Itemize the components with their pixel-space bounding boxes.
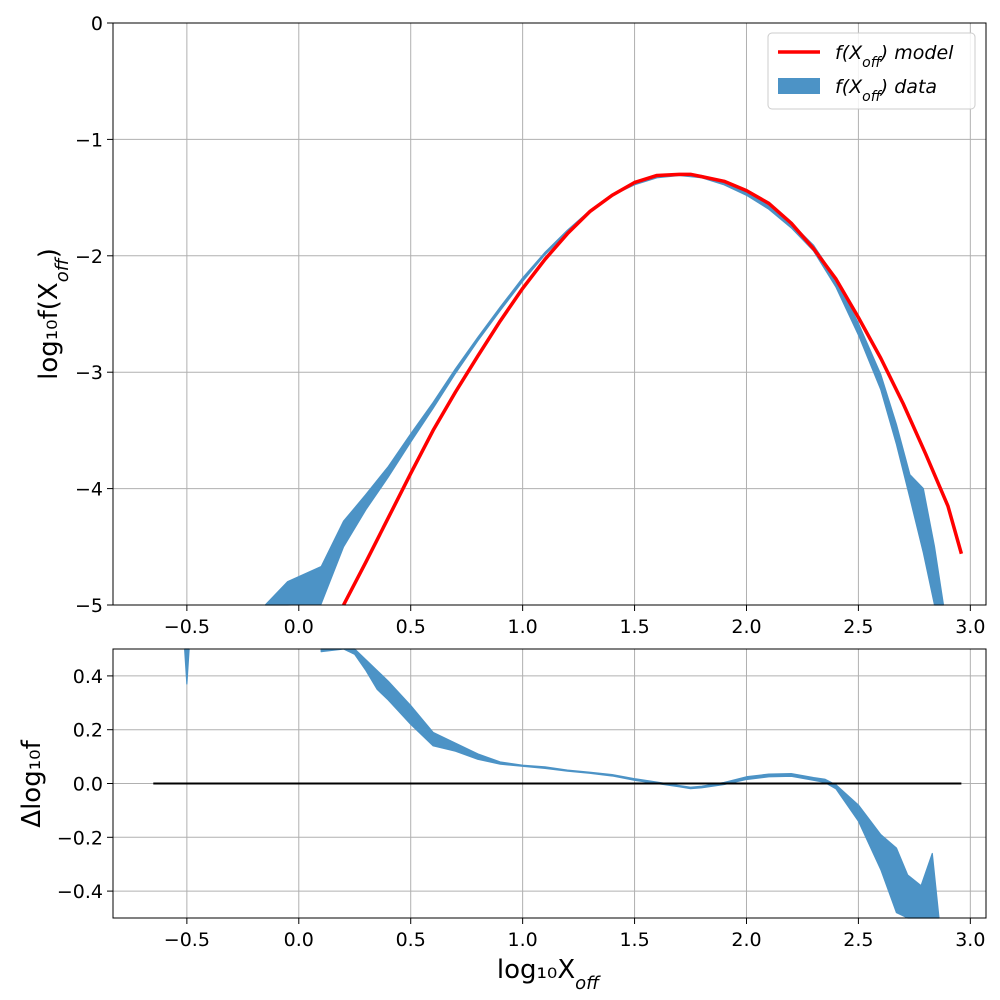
residual-x-tick-label: 2.5 (843, 929, 873, 951)
main-x-tick-label: 0.0 (284, 616, 314, 638)
main-y-tick-label: −1 (75, 129, 103, 151)
residual-y-ticks: 0.4 0.2 0.0 −0.2 −0.4 (57, 666, 113, 903)
main-y-ticks: 0 −1 −2 −3 −4 −5 (75, 13, 113, 617)
legend-data-swatch (778, 78, 820, 94)
main-y-tick-label: −5 (75, 595, 103, 617)
residual-x-tick-label: 1.0 (508, 929, 538, 951)
main-y-tick-label: −4 (75, 479, 103, 501)
residual-plot: −0.5 0.0 0.5 1.0 1.5 2.0 2.5 3.0 0.4 0.2 0.0 −0.2 −… (17, 648, 987, 994)
residual-x-ticks: −0.5 0.0 0.5 1.0 1.5 2.0 2.5 3.0 (164, 918, 985, 951)
residual-x-tick-label: 0.5 (396, 929, 426, 951)
main-y-tick-label: −3 (75, 362, 103, 384)
main-x-ticks: −0.5 0.0 0.5 1.0 1.5 2.0 2.5 3.0 (164, 605, 985, 638)
x-axis-label: log₁₀Xoff (497, 955, 601, 994)
legend: f(Xoff) model f(Xoff) data (767, 32, 976, 110)
main-x-tick-label: 2.5 (843, 616, 873, 638)
main-x-tick-label: 0.5 (396, 616, 426, 638)
residual-x-tick-label: −0.5 (164, 929, 210, 951)
main-plot-frame (112, 22, 987, 606)
main-model-line (342, 172, 964, 606)
main-x-tick-label: 2.0 (731, 616, 761, 638)
legend-model-label: f(Xoff) model (835, 42, 954, 71)
residual-x-tick-label: 3.0 (955, 929, 985, 951)
main-x-tick-label: 3.0 (955, 616, 985, 638)
residual-y-tick-label: −0.4 (57, 881, 103, 903)
main-x-tick-label: −0.5 (164, 616, 210, 638)
residual-y-tick-label: −0.2 (57, 827, 103, 849)
residual-x-tick-label: 0.0 (284, 929, 314, 951)
residual-x-tick-label: 2.0 (731, 929, 761, 951)
residual-y-axis-label: Δlog₁₀f (17, 739, 47, 827)
residual-x-tick-label: 1.5 (619, 929, 649, 951)
residual-y-tick-label: 0.0 (73, 774, 103, 796)
residual-y-tick-label: 0.2 (73, 720, 103, 742)
main-y-tick-label: 0 (91, 13, 103, 35)
main-plot: −0.5 0.0 0.5 1.0 1.5 2.0 2.5 3.0 0 −1 −2 −3 −4 −5 lo… (34, 13, 987, 638)
main-x-tick-label: 1.5 (619, 616, 649, 638)
legend-data-label: f(Xoff) data (835, 76, 937, 105)
main-x-tick-label: 1.0 (508, 616, 538, 638)
residual-y-tick-label: 0.4 (73, 666, 103, 688)
main-y-axis-label: log₁₀f(Xoff) (34, 248, 73, 380)
main-y-tick-label: −2 (75, 246, 103, 268)
